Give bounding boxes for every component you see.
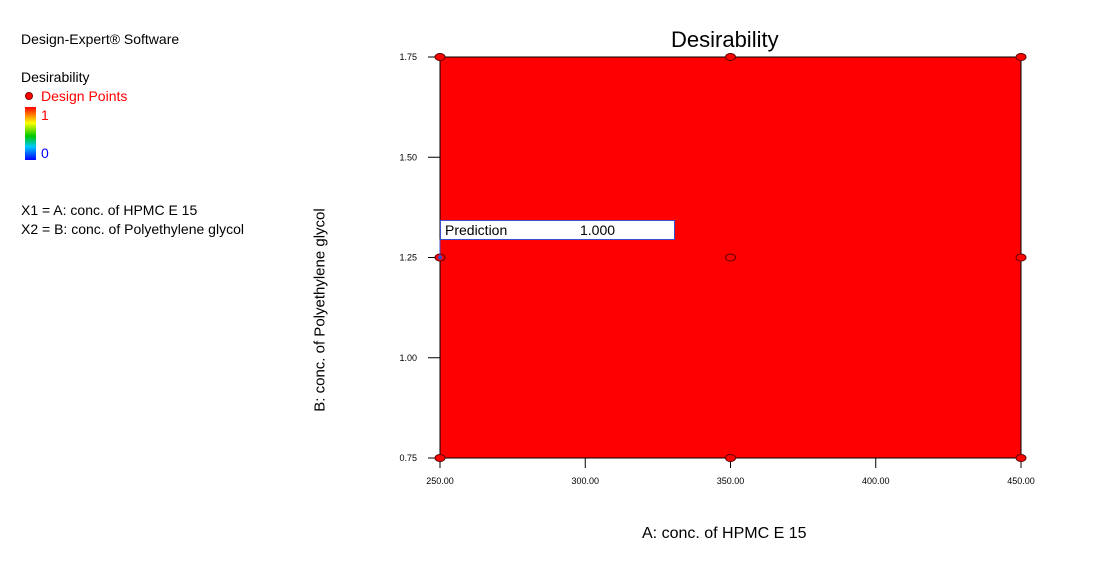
y-axis-label-container: B: conc. of Polyethylene glycol [300,190,340,430]
prediction-value: 1.000 [580,222,616,238]
scale-high-label: 1 [41,107,49,123]
scale-low-label: 0 [41,145,49,161]
design-point[interactable] [434,454,446,462]
x-tick-label: 300.00 [571,476,599,486]
design-point[interactable] [1015,53,1027,61]
y-axis-label: B: conc. of Polyethylene glycol [311,208,329,412]
prediction-label: Prediction [445,222,508,238]
x-tick-label: 350.00 [717,476,745,486]
prediction-flag[interactable]: Prediction 1.000 [440,220,675,240]
design-point[interactable] [725,454,736,462]
design-point[interactable] [434,53,446,61]
chart-title: Desirability [671,27,779,52]
y-tick-label: 1.75 [399,52,417,62]
x-tick-label: 250.00 [426,476,454,486]
y-tick-label: 1.00 [399,353,417,363]
factor-x2-label: X2 = B: conc. of Polyethylene glycol [21,221,244,237]
y-tick-label: 0.75 [399,453,417,463]
design-point[interactable] [1015,454,1027,462]
factor-x1-label: X1 = A: conc. of HPMC E 15 [21,202,198,218]
desirability-color-scale [25,107,36,160]
design-point[interactable] [725,53,736,61]
y-tick-label: 1.50 [399,152,417,162]
design-points-label: Design Points [41,88,128,104]
software-name: Design-Expert® Software [21,31,180,47]
y-tick-label: 1.25 [399,253,417,263]
design-point[interactable] [1015,253,1027,262]
x-axis-label: A: conc. of HPMC E 15 [642,525,807,542]
x-tick-label: 450.00 [1007,476,1035,486]
design-point-marker-icon [25,92,33,100]
design-point[interactable] [725,253,736,262]
x-tick-label: 400.00 [862,476,890,486]
response-name: Desirability [21,69,90,85]
